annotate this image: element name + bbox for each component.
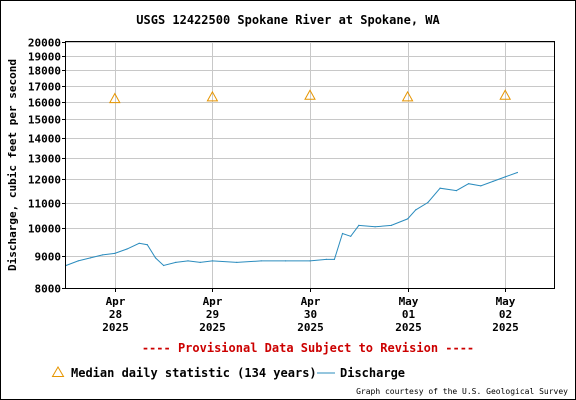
y-tick-label: 19000 bbox=[28, 51, 61, 64]
x-tick-label: 2025 bbox=[102, 321, 129, 334]
y-tick-label: 10000 bbox=[28, 223, 61, 236]
y-tick-label: 14000 bbox=[28, 133, 61, 146]
median-marker bbox=[304, 89, 316, 100]
provisional-note: ---- Provisional Data Subject to Revisio… bbox=[142, 341, 474, 355]
discharge-point bbox=[114, 252, 116, 254]
x-tick-label: 2025 bbox=[492, 321, 519, 334]
y-tick-label: 18000 bbox=[28, 65, 61, 78]
y-tick-label: 17000 bbox=[28, 81, 61, 94]
discharge-point bbox=[138, 242, 140, 244]
discharge-series bbox=[65, 171, 519, 267]
discharge-point bbox=[325, 258, 327, 260]
y-axis-ticks: 8000 9000 10000 11000 12000 13000 14000 15000 16… bbox=[28, 37, 66, 296]
discharge-point bbox=[390, 224, 392, 226]
discharge-point bbox=[455, 190, 457, 192]
legend-median-marker-icon bbox=[51, 366, 65, 377]
y-tick-label: 13000 bbox=[28, 153, 61, 166]
discharge-point bbox=[427, 201, 429, 204]
x-tick-label: 02 bbox=[499, 308, 512, 321]
x-tick-label: Apr bbox=[106, 295, 126, 308]
legend-discharge-label: Discharge bbox=[340, 366, 405, 380]
plot-frame bbox=[65, 41, 555, 289]
discharge-point bbox=[333, 258, 335, 260]
x-tick-label: 30 bbox=[304, 308, 317, 321]
discharge-point bbox=[480, 185, 482, 187]
x-tick-label: 2025 bbox=[395, 321, 422, 334]
discharge-point bbox=[341, 232, 344, 235]
discharge-point bbox=[146, 244, 148, 246]
discharge-point bbox=[504, 176, 506, 178]
x-tick-label: Apr bbox=[301, 295, 321, 308]
discharge-point bbox=[154, 257, 157, 259]
discharge-point bbox=[126, 248, 128, 250]
y-tick-label: 15000 bbox=[28, 114, 61, 127]
x-tick-label: 2025 bbox=[199, 321, 226, 334]
x-tick-label: 01 bbox=[402, 308, 416, 321]
y-tick-label: 8000 bbox=[35, 283, 62, 296]
discharge-point bbox=[468, 183, 470, 185]
discharge-point bbox=[492, 180, 494, 182]
median-marker bbox=[206, 90, 219, 102]
discharge-point bbox=[102, 254, 104, 256]
discharge-point bbox=[211, 260, 213, 262]
discharge-point bbox=[415, 209, 417, 211]
median-marker bbox=[108, 92, 121, 104]
credit-text: Graph courtesy of the U.S. Geological Su… bbox=[356, 387, 568, 396]
x-tick-label: 29 bbox=[206, 308, 219, 321]
y-tick-label: 12000 bbox=[28, 174, 61, 187]
y-axis-label: Discharge, cubic feet per second bbox=[6, 59, 19, 271]
discharge-point bbox=[358, 224, 360, 226]
x-tick-label: 2025 bbox=[297, 321, 324, 334]
x-tick-label: 28 bbox=[109, 308, 122, 321]
discharge-line bbox=[65, 172, 518, 267]
legend: Median daily statistic (134 years) Disch… bbox=[51, 366, 405, 380]
x-tick-label: Apr bbox=[203, 295, 223, 308]
discharge-point bbox=[187, 260, 189, 262]
median-series bbox=[108, 89, 512, 104]
discharge-point bbox=[163, 264, 165, 267]
x-axis-ticks: Apr282025Apr292025Apr302025May012025May0… bbox=[102, 288, 519, 334]
discharge-point bbox=[350, 235, 352, 237]
legend-median-label: Median daily statistic (134 years) bbox=[71, 366, 317, 380]
discharge-point bbox=[309, 260, 311, 262]
y-tick-label: 9000 bbox=[35, 251, 62, 264]
discharge-point bbox=[260, 260, 262, 262]
discharge-point bbox=[199, 261, 201, 263]
x-tick-label: May bbox=[496, 295, 516, 308]
discharge-point bbox=[516, 171, 519, 174]
grid-lines bbox=[66, 42, 554, 289]
discharge-point bbox=[374, 226, 376, 228]
discharge-point bbox=[285, 260, 287, 262]
y-tick-label: 11000 bbox=[28, 198, 61, 211]
discharge-point bbox=[77, 260, 79, 262]
y-tick-label: 16000 bbox=[28, 97, 61, 110]
discharge-point bbox=[407, 218, 409, 220]
y-tick-label: 20000 bbox=[28, 37, 61, 50]
median-marker bbox=[499, 89, 512, 100]
x-tick-label: May bbox=[399, 295, 419, 308]
median-marker bbox=[401, 90, 414, 102]
discharge-point bbox=[236, 261, 238, 263]
discharge-point bbox=[89, 257, 91, 259]
discharge-point bbox=[175, 261, 177, 263]
discharge-point bbox=[439, 187, 441, 189]
chart-title: USGS 12422500 Spokane River at Spokane, … bbox=[136, 13, 440, 27]
